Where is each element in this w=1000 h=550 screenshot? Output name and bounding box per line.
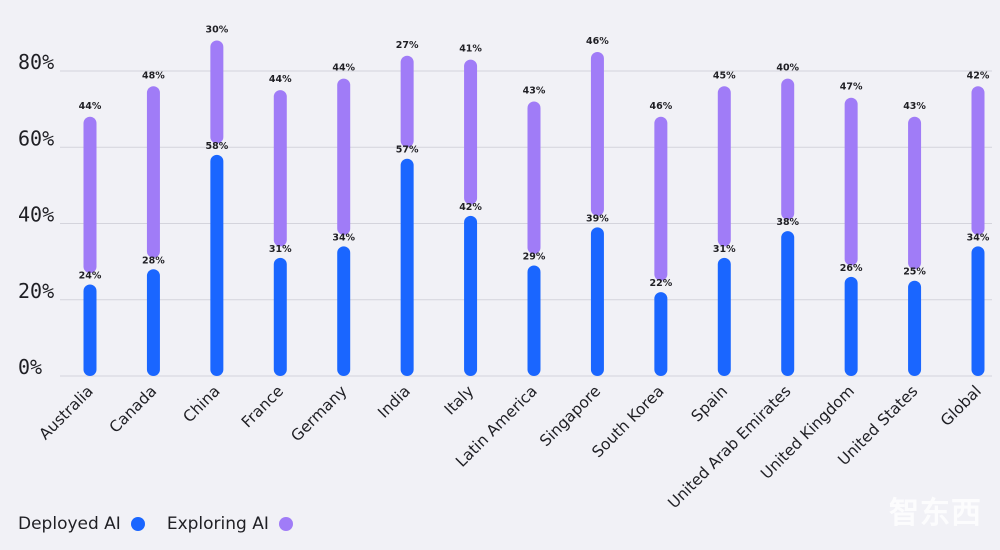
y-tick-label: 80%: [18, 50, 54, 74]
bar-deployed: [844, 276, 858, 376]
category-label: Italy: [441, 382, 478, 419]
data-label-exploring: 40%: [776, 63, 799, 74]
bar-exploring: [273, 90, 287, 247]
category-label: Global: [937, 382, 985, 430]
bar-deployed: [273, 257, 287, 376]
category-label: Spain: [688, 382, 731, 425]
data-label-exploring: 46%: [586, 36, 609, 47]
bar-deployed: [971, 246, 985, 376]
data-label-exploring: 47%: [840, 82, 863, 93]
bar-deployed: [146, 269, 160, 376]
data-label-deployed: 31%: [713, 244, 736, 255]
bar-deployed: [781, 231, 795, 376]
category-label: Canada: [106, 382, 160, 436]
category-label: United Arab Emirates: [665, 382, 795, 512]
bar-deployed: [210, 154, 224, 376]
bar-exploring: [400, 55, 414, 148]
bar-exploring: [781, 78, 795, 220]
bar-deployed: [590, 227, 604, 376]
data-label-deployed: 34%: [332, 232, 355, 243]
bar-deployed: [654, 292, 668, 376]
bar-exploring: [654, 116, 668, 281]
data-label-exploring: 46%: [649, 101, 672, 112]
y-tick-label: 60%: [18, 126, 54, 150]
data-label-deployed: 31%: [269, 244, 292, 255]
data-label-deployed: 25%: [903, 267, 926, 278]
bar-deployed: [717, 257, 731, 376]
legend: Deployed AI Exploring AI: [18, 514, 315, 534]
data-label-exploring: 30%: [205, 25, 228, 36]
data-label-deployed: 39%: [586, 213, 609, 224]
category-label: Germany: [287, 382, 350, 445]
bar-deployed: [527, 265, 541, 376]
data-label-deployed: 58%: [205, 141, 228, 152]
bar-exploring: [590, 51, 604, 216]
category-label: France: [238, 382, 287, 431]
data-label-exploring: 43%: [903, 101, 926, 112]
legend-dot-exploring: [278, 517, 293, 531]
data-label-exploring: 43%: [523, 86, 546, 97]
bar-exploring: [210, 40, 224, 144]
bar-deployed: [908, 280, 922, 376]
legend-label-deployed: Deployed AI: [18, 514, 121, 534]
legend-label-exploring: Exploring AI: [166, 514, 269, 534]
watermark-logo: 智东西: [889, 496, 982, 531]
legend-item-deployed: Deployed AI: [18, 514, 145, 534]
bar-exploring: [844, 97, 858, 266]
data-label-deployed: 57%: [396, 145, 419, 156]
bar-exploring: [83, 116, 97, 274]
y-tick-label: 40%: [18, 203, 54, 227]
bar-exploring: [337, 78, 351, 235]
bar-deployed: [464, 215, 478, 376]
bar-exploring: [527, 101, 541, 254]
bar-exploring: [464, 59, 478, 205]
data-label-exploring: 42%: [967, 70, 990, 81]
data-label-exploring: 41%: [459, 44, 482, 55]
legend-dot-deployed: [130, 517, 145, 531]
bar-deployed: [400, 158, 414, 376]
data-label-exploring: 27%: [396, 40, 419, 51]
category-label: Australia: [36, 382, 97, 443]
bar-deployed: [337, 246, 351, 376]
bar-deployed: [83, 284, 97, 376]
bar-exploring: [908, 116, 922, 270]
data-label-exploring: 44%: [332, 63, 355, 74]
bar-exploring: [146, 86, 160, 258]
bar-exploring: [717, 86, 731, 247]
data-label-deployed: 42%: [459, 202, 482, 213]
legend-item-exploring: Exploring AI: [167, 514, 293, 534]
data-label-exploring: 44%: [269, 74, 292, 85]
y-tick-label: 0%: [18, 355, 42, 379]
y-tick-label: 20%: [18, 279, 54, 303]
category-label: Singapore: [536, 382, 604, 450]
data-label-exploring: 48%: [142, 70, 165, 81]
data-label-deployed: 38%: [776, 217, 799, 228]
data-label-exploring: 44%: [79, 101, 102, 112]
data-label-deployed: 24%: [79, 271, 102, 282]
data-label-exploring: 45%: [713, 70, 736, 81]
data-label-deployed: 34%: [967, 232, 990, 243]
category-label: India: [374, 382, 414, 422]
data-label-deployed: 28%: [142, 255, 165, 266]
data-label-deployed: 29%: [523, 251, 546, 262]
bar-exploring: [971, 86, 985, 235]
data-label-deployed: 22%: [649, 278, 672, 289]
data-label-deployed: 26%: [840, 263, 863, 274]
category-label: China: [180, 382, 224, 426]
